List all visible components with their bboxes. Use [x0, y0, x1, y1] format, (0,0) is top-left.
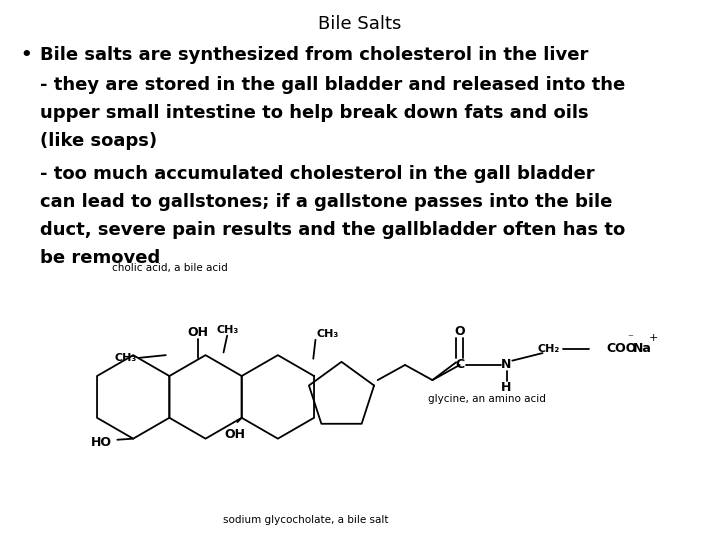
Text: HO: HO: [91, 436, 112, 449]
Text: glycine, an amino acid: glycine, an amino acid: [428, 394, 546, 404]
Text: C: C: [455, 359, 464, 372]
Text: COO: COO: [606, 342, 636, 355]
Text: •: •: [20, 46, 32, 64]
Text: H: H: [501, 381, 512, 394]
Text: CH₃: CH₃: [317, 329, 339, 339]
Text: CH₂: CH₂: [537, 344, 559, 354]
Text: upper small intestine to help break down fats and oils: upper small intestine to help break down…: [40, 104, 588, 122]
Text: Na: Na: [633, 342, 652, 355]
Text: OH: OH: [224, 428, 245, 441]
Text: Bile Salts: Bile Salts: [318, 15, 402, 33]
Text: - too much accumulated cholesterol in the gall bladder: - too much accumulated cholesterol in th…: [40, 165, 594, 183]
Text: +: +: [649, 333, 659, 343]
Text: duct, severe pain results and the gallbladder often has to: duct, severe pain results and the gallbl…: [40, 221, 625, 239]
Text: be removed: be removed: [40, 249, 160, 267]
Text: can lead to gallstones; if a gallstone passes into the bile: can lead to gallstones; if a gallstone p…: [40, 193, 612, 211]
Text: O: O: [454, 325, 465, 338]
Text: CH₃: CH₃: [216, 325, 238, 335]
Text: cholic acid, a bile acid: cholic acid, a bile acid: [112, 262, 228, 273]
Text: - they are stored in the gall bladder and released into the: - they are stored in the gall bladder an…: [40, 76, 625, 93]
Text: Bile salts are synthesized from cholesterol in the liver: Bile salts are synthesized from choleste…: [40, 46, 588, 64]
Text: sodium glycocholate, a bile salt: sodium glycocholate, a bile salt: [223, 515, 389, 525]
Text: (like soaps): (like soaps): [40, 132, 157, 150]
Text: OH: OH: [188, 326, 209, 339]
Text: ⁻: ⁻: [628, 333, 634, 343]
Text: N: N: [501, 359, 512, 372]
Text: CH₃: CH₃: [114, 353, 137, 363]
